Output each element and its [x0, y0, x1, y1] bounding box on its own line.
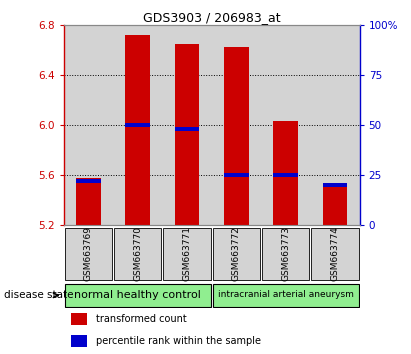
- Text: GSM663770: GSM663770: [133, 227, 142, 281]
- Bar: [224, 47, 249, 225]
- Title: GDS3903 / 206983_at: GDS3903 / 206983_at: [143, 11, 280, 24]
- Bar: [212, 284, 359, 307]
- Bar: [125, 35, 150, 225]
- Bar: [72, 313, 87, 325]
- Bar: [323, 183, 347, 187]
- Bar: [224, 173, 249, 177]
- Text: GSM663769: GSM663769: [84, 227, 93, 281]
- Bar: [175, 127, 199, 131]
- Bar: [273, 121, 298, 225]
- Bar: [163, 228, 211, 280]
- Bar: [125, 122, 150, 127]
- Bar: [65, 228, 112, 280]
- Bar: [273, 173, 298, 177]
- Text: GSM663774: GSM663774: [330, 227, 339, 281]
- Text: GSM663771: GSM663771: [182, 227, 192, 281]
- Bar: [323, 183, 347, 225]
- Bar: [76, 178, 101, 183]
- Bar: [175, 44, 199, 225]
- Text: GSM663772: GSM663772: [232, 227, 241, 281]
- Text: normal healthy control: normal healthy control: [74, 290, 201, 300]
- Bar: [311, 228, 359, 280]
- Bar: [76, 178, 101, 225]
- Text: disease state: disease state: [4, 290, 74, 300]
- Text: transformed count: transformed count: [95, 314, 186, 324]
- Text: intracranial arterial aneurysm: intracranial arterial aneurysm: [218, 290, 353, 299]
- Bar: [212, 228, 260, 280]
- Text: percentile rank within the sample: percentile rank within the sample: [95, 336, 261, 346]
- Text: GSM663773: GSM663773: [281, 227, 290, 281]
- Bar: [65, 284, 211, 307]
- Bar: [114, 228, 162, 280]
- Bar: [262, 228, 309, 280]
- Bar: [72, 335, 87, 347]
